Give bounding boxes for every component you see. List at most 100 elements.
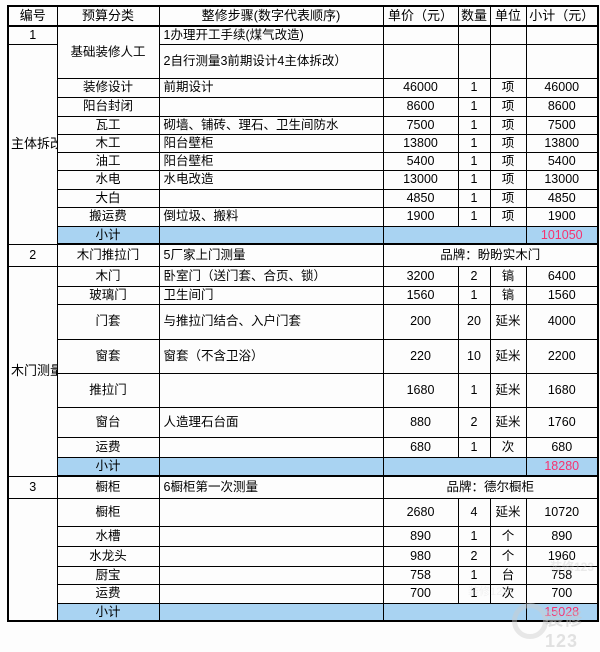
header-row: 编号 预算分类 整修步骤(数字代表顺序) 单价（元） 数量 单位 小计（元）: [7, 5, 599, 27]
cell-subtotal: 7500: [525, 115, 599, 135]
cell-subtotal: [525, 43, 599, 79]
cell-price: 680: [382, 436, 459, 458]
cell-subtotal: 13000: [525, 169, 599, 190]
cell-step: 6橱柜第一次测量: [158, 475, 384, 499]
cell-price: 1680: [382, 372, 459, 408]
cell-price: 13800: [382, 133, 459, 153]
cell-qty: [457, 25, 491, 45]
table-row: 水电 水电改造 13000 1 项 13000: [8, 169, 599, 190]
cell-desc: [158, 188, 384, 208]
cell-blank: [158, 456, 384, 477]
cell-qty: 20: [457, 303, 491, 340]
cell-qty: [457, 43, 491, 79]
subtotal-row-section2: 小计 18280: [8, 456, 599, 477]
cell-side-label-section1: 主体拆改: [7, 43, 58, 245]
cell-category: 木门推拉门: [56, 243, 160, 267]
cell-category: 水电: [56, 169, 160, 190]
cell-unit: 延米: [489, 372, 527, 408]
cell-qty: 4: [457, 497, 491, 527]
cell-unit: 次: [489, 583, 527, 604]
cell-price: 4850: [382, 188, 459, 208]
budget-table: 编号 预算分类 整修步骤(数字代表顺序) 单价（元） 数量 单位 小计（元） 1…: [7, 5, 599, 622]
cell-qty: 1: [457, 206, 491, 227]
cell-subtotal: 8600: [525, 96, 599, 117]
table-row: 橱柜 2680 4 延米 10720: [7, 497, 599, 622]
cell-desc: [158, 372, 384, 408]
cell-qty: 1: [457, 525, 491, 547]
table-row: 运费 700 1 次 700: [8, 583, 599, 604]
cell-qty: 10: [457, 338, 491, 374]
cell-section-no: 2: [7, 243, 58, 267]
cell-unit: 延米: [489, 406, 527, 438]
cell-qty: 1: [457, 96, 491, 117]
cell-subtotal: 46000: [525, 77, 599, 98]
cell-unit: 镐: [489, 265, 527, 287]
subtotal-row-section1: 小计 101050: [8, 225, 599, 245]
column-header-qty: 数量: [457, 5, 491, 27]
cell-qty: 1: [457, 436, 491, 458]
cell-price: 2680: [382, 497, 459, 527]
cell-category: 门套: [56, 303, 160, 340]
cell-subtotal: 680: [525, 436, 599, 458]
cell-desc: [158, 497, 384, 527]
cell-category: 水槽: [56, 525, 160, 547]
table-row: 木工 阳台壁柜 13800 1 项 13800: [8, 133, 599, 153]
cell-qty: 2: [457, 265, 491, 287]
table-row: 主体拆改 2自行测量3前期设计4主体拆改）: [7, 43, 599, 245]
cell-category: 窗台: [56, 406, 160, 438]
cell-subtotal: 13800: [525, 133, 599, 153]
cell-desc: [158, 545, 384, 567]
cell-unit: 延米: [489, 338, 527, 374]
cell-price: 200: [382, 303, 459, 340]
column-header-no: 编号: [7, 5, 58, 27]
cell-unit: 延米: [489, 497, 527, 527]
cell-category: 运费: [56, 436, 160, 458]
cell-category: 阳台封闭: [56, 96, 160, 117]
subtotal-value-section2: 18280: [525, 456, 599, 477]
table-row: 玻璃门 卫生间门 1560 1 镐 1560: [8, 285, 599, 305]
cell-qty: 1: [457, 583, 491, 604]
cell-subtotal: 758: [525, 565, 599, 585]
cell-category: 木门: [56, 265, 160, 287]
cell-price: 1560: [382, 285, 459, 305]
cell-unit: 镐: [489, 285, 527, 305]
cell-desc: 与推拉门结合、入户门套: [158, 303, 384, 340]
subtotal-label: 小计: [56, 456, 160, 477]
cell-desc: 阳台壁柜: [158, 151, 384, 171]
cell-qty: 2: [457, 545, 491, 567]
subtotal-value-section1: 101050: [525, 225, 599, 245]
column-header-unit: 单位: [489, 5, 527, 27]
section3-header-row: 3 橱柜 6橱柜第一次测量 品牌：德尔橱柜: [7, 475, 599, 499]
table-row: 窗台 人造理石台面 880 2 延米 1760: [8, 406, 599, 438]
cell-subtotal: 4850: [525, 188, 599, 208]
cell-blank: [158, 225, 384, 245]
cell-subtotal: 2200: [525, 338, 599, 374]
cell-subtotal: 1960: [525, 545, 599, 567]
cell-unit: [489, 43, 527, 79]
cell-unit: 台: [489, 565, 527, 585]
cell-subtotal: 1900: [525, 206, 599, 227]
cell-desc: 倒垃圾、搬料: [158, 206, 384, 227]
cell-qty: 1: [457, 151, 491, 171]
cell-price: 5400: [382, 151, 459, 171]
cell-price: 890: [382, 525, 459, 547]
cell-price: 13000: [382, 169, 459, 190]
table-row: 推拉门 1680 1 延米 1680: [8, 372, 599, 408]
cell-blank: [382, 456, 527, 477]
cell-price: 3200: [382, 265, 459, 287]
subtotal-row-section3: 小计 15028: [8, 602, 599, 622]
cell-qty: 1: [457, 77, 491, 98]
cell-qty: 1: [457, 285, 491, 305]
cell-price: 700: [382, 583, 459, 604]
cell-desc: [158, 436, 384, 458]
cell-unit: 个: [489, 545, 527, 567]
cell-category: 油工: [56, 151, 160, 171]
cell-desc: [158, 583, 384, 604]
cell-subtotal: [525, 25, 599, 45]
cell-subtotal: 1760: [525, 406, 599, 438]
table-row: 水龙头 980 2 个 1960: [8, 545, 599, 567]
cell-category: 大白: [56, 188, 160, 208]
table-row: 运费 680 1 次 680: [8, 436, 599, 458]
cell-qty: 1: [457, 565, 491, 585]
cell-price: 220: [382, 338, 459, 374]
